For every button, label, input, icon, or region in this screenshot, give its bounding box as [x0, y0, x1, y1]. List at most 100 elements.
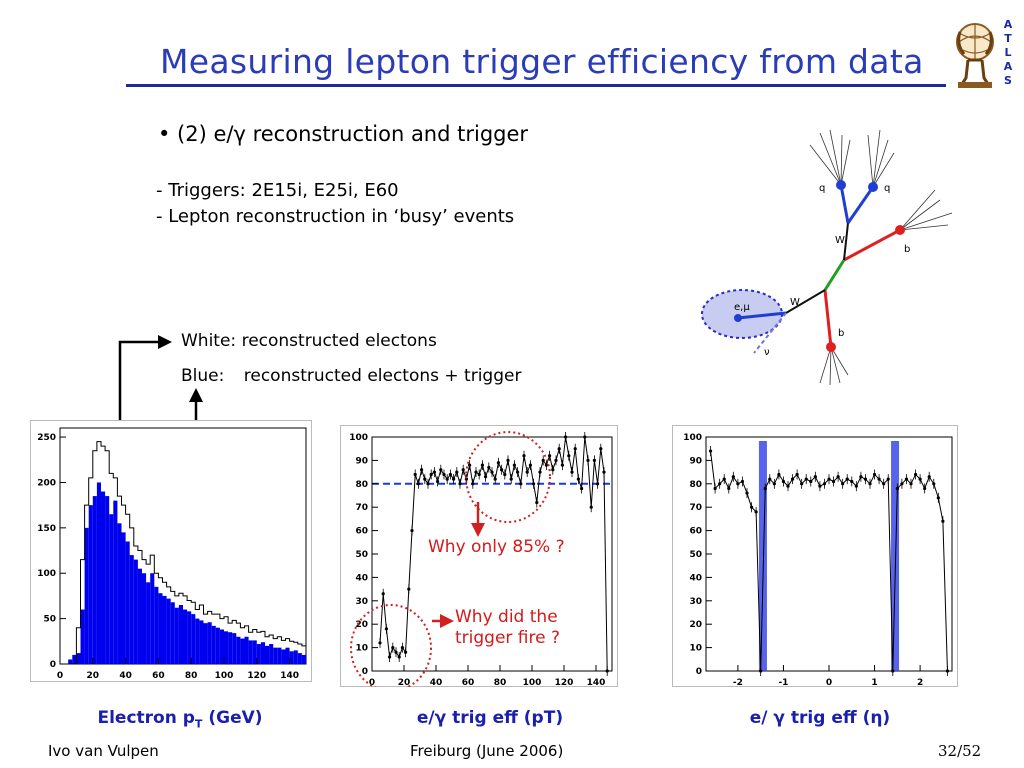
y-tick-label: 50	[689, 550, 702, 560]
bullet-heading: • (2) e/γ reconstruction and trigger	[158, 122, 529, 146]
b-point-upper	[895, 225, 905, 235]
data-point	[795, 472, 799, 477]
data-point	[535, 500, 539, 505]
annotation-85: Why only 85% ?	[428, 537, 565, 557]
x-tick-label: 60	[462, 678, 475, 687]
data-point	[900, 482, 904, 486]
y-tick-label: 150	[37, 524, 56, 534]
blue-bar	[80, 609, 85, 664]
data-point	[831, 479, 836, 484]
label-w-upper: W	[835, 235, 845, 246]
data-point	[420, 468, 424, 472]
b-jet-line-upper	[843, 228, 901, 262]
data-point	[941, 519, 945, 523]
y-tick-label: 90	[689, 456, 702, 466]
x-tick-label: 60	[152, 671, 165, 681]
white-histogram-line	[60, 441, 306, 665]
data-point	[589, 505, 593, 509]
b-jet-line-lower	[823, 289, 833, 348]
data-point	[404, 650, 408, 654]
data-point	[490, 470, 494, 474]
x-tick-label: 0	[826, 678, 832, 687]
x-tick-label: 40	[430, 678, 443, 687]
data-point	[718, 482, 722, 486]
data-point	[927, 475, 931, 479]
x-tick-label: 40	[119, 671, 132, 681]
event-diagram: q q W b W e,μ ν b	[701, 129, 953, 386]
data-point	[850, 479, 854, 484]
x-tick-label: 100	[523, 678, 542, 687]
blue-bar	[166, 598, 171, 664]
legend-blue-text: reconstructed electons + trigger	[243, 366, 522, 386]
y-tick-label: 100	[683, 433, 702, 443]
data-point	[509, 477, 513, 481]
data-point	[841, 482, 845, 486]
data-point	[429, 472, 433, 477]
y-tick-label: 0	[696, 667, 702, 677]
data-point	[410, 529, 414, 533]
y-tick-label: 80	[355, 480, 368, 490]
blue-bar	[125, 541, 130, 664]
pt-histogram: 0 20 40 60 80 100 120 140 0 50 100 150 200 250	[30, 420, 312, 682]
data-point	[713, 486, 717, 491]
blue-bar	[260, 642, 265, 664]
data-point	[932, 482, 936, 486]
y-tick-label: 30	[355, 597, 368, 607]
blue-bar	[211, 625, 216, 664]
blue-bar	[248, 640, 253, 664]
caption-pt: Electron pT (GeV)	[60, 708, 300, 730]
data-point	[602, 470, 606, 474]
data-point	[845, 477, 849, 481]
eff-pt-chart: 0 20 40 60 80 100 120 140 0 10 20 30 40 50 60 70 80 90 100	[340, 425, 618, 687]
data-point	[544, 463, 548, 467]
data-point	[452, 477, 456, 481]
logo-letter-s: S	[1004, 74, 1012, 87]
blue-bar	[162, 595, 167, 664]
blue-bar	[301, 654, 306, 664]
x-tick-label: 120	[247, 671, 266, 681]
label-q2: q	[884, 183, 890, 194]
blue-bar	[109, 514, 114, 664]
w-line-lower	[785, 289, 826, 314]
atlas-logo: A T L A S	[956, 18, 1013, 88]
blue-bar	[92, 496, 97, 664]
data-point	[708, 449, 713, 453]
data-point	[895, 486, 899, 491]
blue-bar	[293, 650, 298, 664]
blue-bar	[72, 654, 77, 664]
y-tick-label: 90	[355, 456, 368, 466]
blue-bar	[265, 645, 270, 664]
data-point	[749, 505, 754, 509]
data-point	[439, 468, 443, 472]
y-tick-label: 50	[43, 615, 56, 625]
y-tick-label: 70	[355, 503, 368, 513]
crack-band	[758, 441, 767, 671]
data-point	[391, 646, 395, 650]
blue-bar	[121, 532, 126, 664]
data-point	[548, 454, 552, 458]
w-line-upper	[843, 222, 849, 261]
data-point	[423, 477, 427, 481]
data-point	[496, 461, 500, 465]
logo-letter-l: L	[1004, 46, 1011, 59]
data-point	[397, 655, 401, 659]
red-annotations	[350, 431, 551, 687]
label-neutrino: ν	[764, 347, 770, 358]
data-point	[936, 496, 940, 500]
data-point	[945, 669, 950, 673]
data-point	[487, 465, 491, 470]
blue-bar	[236, 636, 241, 664]
data-point	[586, 458, 590, 462]
data-point	[605, 669, 609, 673]
x-tick-label: 2	[917, 678, 923, 687]
blue-bar	[195, 618, 200, 664]
data-point	[596, 482, 600, 486]
blue-bar	[178, 605, 183, 664]
data-point	[827, 477, 831, 481]
caption-eff-pt: e/γ trig eff (pT)	[416, 708, 564, 728]
crack-band	[891, 441, 900, 671]
data-point	[500, 468, 504, 472]
caption-pt-main: Electron p	[97, 708, 195, 728]
data-point	[384, 627, 388, 631]
